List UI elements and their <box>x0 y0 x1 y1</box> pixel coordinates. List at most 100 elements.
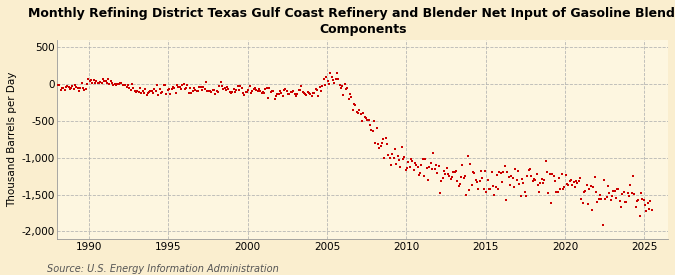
Point <box>424 165 435 170</box>
Point <box>421 165 432 170</box>
Point <box>491 173 502 178</box>
Point <box>399 155 410 159</box>
Point <box>441 166 452 170</box>
Point <box>124 86 135 90</box>
Point <box>472 180 483 185</box>
Point <box>144 90 155 94</box>
Point <box>411 163 422 167</box>
Point <box>228 87 239 91</box>
Point <box>485 186 495 191</box>
Point <box>333 77 344 81</box>
Point <box>257 89 268 94</box>
Point <box>79 87 90 92</box>
Point <box>331 71 342 76</box>
Point <box>418 174 429 178</box>
Point <box>159 83 169 87</box>
Point <box>591 190 601 194</box>
Point <box>141 93 152 98</box>
Point <box>213 90 223 95</box>
Point <box>514 182 524 186</box>
Point <box>104 81 115 86</box>
Point <box>84 79 95 84</box>
Point <box>642 200 653 205</box>
Point <box>454 182 465 186</box>
Point <box>153 93 164 97</box>
Point <box>437 176 448 180</box>
Point <box>305 92 316 96</box>
Point <box>65 86 76 90</box>
Point <box>625 183 636 187</box>
Point <box>173 85 184 89</box>
Point <box>83 77 94 81</box>
Point <box>618 189 629 194</box>
Point <box>194 85 205 89</box>
Point <box>267 89 277 93</box>
Point <box>493 186 504 191</box>
Point <box>414 171 425 175</box>
Point <box>383 153 394 157</box>
Point <box>443 172 454 176</box>
Point <box>200 80 211 84</box>
Point <box>549 179 560 183</box>
Point <box>268 89 279 93</box>
Point <box>210 92 221 96</box>
Point <box>145 89 156 94</box>
Point <box>338 93 349 97</box>
Point <box>162 88 173 92</box>
Point <box>196 88 207 93</box>
Point <box>352 111 363 115</box>
Point <box>614 199 625 204</box>
Point <box>174 85 185 90</box>
Point <box>263 96 273 100</box>
Point <box>556 172 567 176</box>
Point <box>152 83 163 87</box>
Title: Monthly Refining District Texas Gulf Coast Refinery and Blender Net Input of Gas: Monthly Refining District Texas Gulf Coa… <box>28 7 675 36</box>
Point <box>74 89 84 93</box>
Point <box>161 92 171 97</box>
Point <box>551 189 562 194</box>
Point <box>140 87 151 91</box>
Point <box>275 89 286 93</box>
Point <box>359 115 370 119</box>
Point <box>306 94 317 98</box>
Point <box>387 152 398 156</box>
Point <box>470 178 481 182</box>
Point <box>398 157 408 161</box>
Point <box>448 170 458 174</box>
Point <box>165 92 176 97</box>
Point <box>498 170 509 174</box>
Point <box>68 87 79 91</box>
Point <box>630 205 641 210</box>
Point <box>432 171 443 175</box>
Point <box>309 91 320 95</box>
Point <box>362 118 373 122</box>
Point <box>205 89 215 93</box>
Point <box>632 199 643 203</box>
Point <box>300 92 310 97</box>
Point <box>149 87 160 92</box>
Point <box>461 192 472 197</box>
Point <box>308 91 319 95</box>
Point <box>531 172 542 176</box>
Point <box>589 175 600 180</box>
Point <box>134 86 145 90</box>
Point <box>581 183 592 187</box>
Point <box>358 111 369 116</box>
Point <box>166 87 177 91</box>
Point <box>264 86 275 90</box>
Point <box>533 183 543 187</box>
Point <box>523 168 534 172</box>
Point <box>243 87 254 92</box>
Point <box>628 174 639 178</box>
Point <box>369 119 379 123</box>
Point <box>97 77 108 81</box>
Point <box>330 77 341 82</box>
Point <box>238 90 248 95</box>
Point <box>254 89 265 93</box>
Point <box>440 172 451 177</box>
Point <box>606 194 617 199</box>
Point <box>272 91 283 96</box>
Point <box>346 95 357 99</box>
Point <box>207 88 218 92</box>
Point <box>547 172 558 177</box>
